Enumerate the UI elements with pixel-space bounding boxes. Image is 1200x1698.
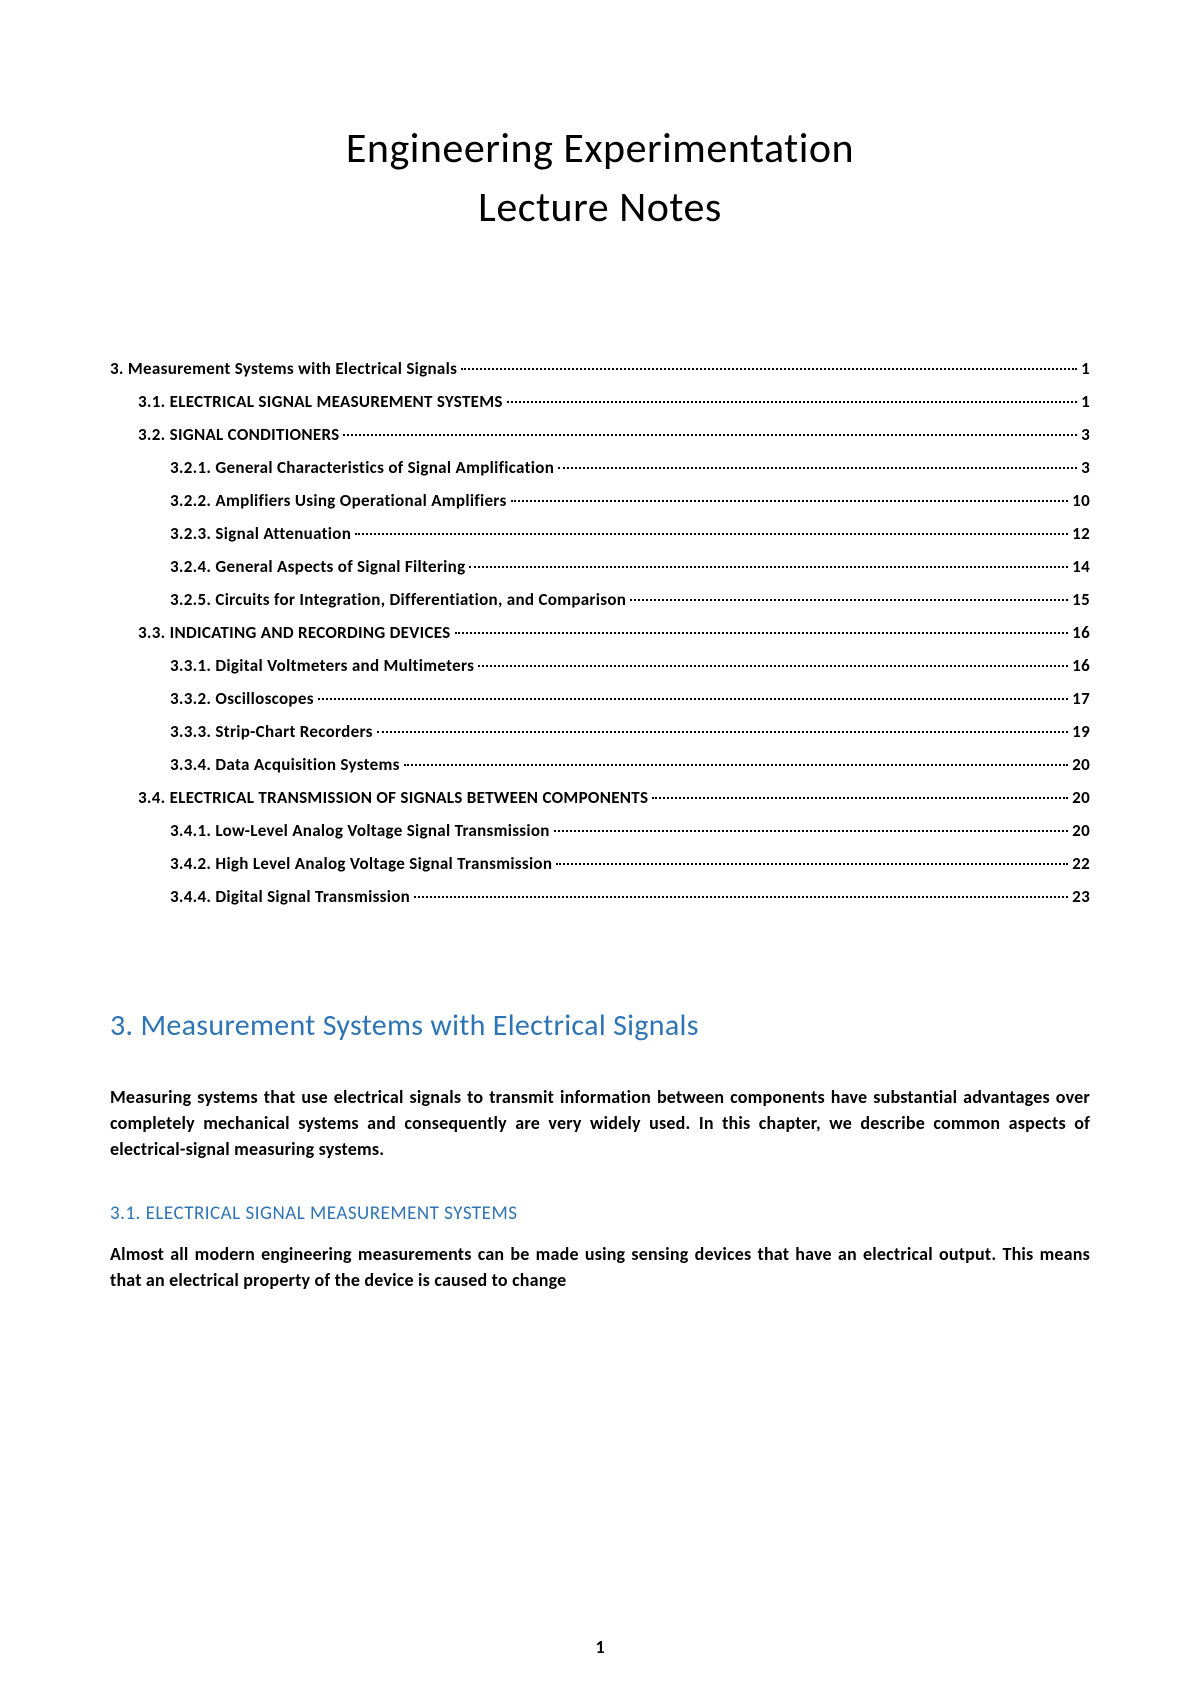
table-of-contents: 3. Measurement Systems with Electrical S… xyxy=(110,358,1090,907)
toc-entry[interactable]: 3.2.4. General Aspects of Signal Filteri… xyxy=(110,556,1090,577)
toc-entry[interactable]: 3.1. ELECTRICAL SIGNAL MEASUREMENT SYSTE… xyxy=(110,391,1090,412)
toc-label: 3. Measurement Systems with Electrical S… xyxy=(110,358,457,379)
toc-entry[interactable]: 3.2.3. Signal Attenuation 12 xyxy=(110,523,1090,544)
section-heading: 3. Measurement Systems with Electrical S… xyxy=(110,1007,1090,1044)
toc-leader-dots xyxy=(478,665,1068,667)
body-paragraph-2: Almost all modern engineering measuremen… xyxy=(110,1241,1090,1293)
toc-page-number: 17 xyxy=(1072,688,1090,709)
toc-label: 3.3.2. Oscilloscopes xyxy=(170,688,314,709)
toc-entry[interactable]: 3.2.2. Amplifiers Using Operational Ampl… xyxy=(110,490,1090,511)
title-line-1: Engineering Experimentation xyxy=(110,120,1090,179)
toc-label: 3.4.2. High Level Analog Voltage Signal … xyxy=(170,853,552,874)
toc-label: 3.3.3. Strip-Chart Recorders xyxy=(170,721,373,742)
toc-entry[interactable]: 3. Measurement Systems with Electrical S… xyxy=(110,358,1090,379)
toc-leader-dots xyxy=(455,632,1069,634)
toc-label: 3.2.2. Amplifiers Using Operational Ampl… xyxy=(170,490,507,511)
toc-label: 3.3.1. Digital Voltmeters and Multimeter… xyxy=(170,655,474,676)
toc-page-number: 12 xyxy=(1072,523,1090,544)
toc-leader-dots xyxy=(318,698,1068,700)
toc-page-number: 3 xyxy=(1081,457,1090,478)
toc-page-number: 20 xyxy=(1072,754,1090,775)
toc-page-number: 1 xyxy=(1081,358,1090,379)
toc-label: 3.2.4. General Aspects of Signal Filteri… xyxy=(170,556,465,577)
toc-label: 3.2.5. Circuits for Integration, Differe… xyxy=(170,589,626,610)
toc-page-number: 16 xyxy=(1072,622,1090,643)
toc-leader-dots xyxy=(507,401,1077,403)
toc-label: 3.4.1. Low-Level Analog Voltage Signal T… xyxy=(170,820,550,841)
page-number: 1 xyxy=(595,1636,604,1658)
toc-label: 3.1. ELECTRICAL SIGNAL MEASUREMENT SYSTE… xyxy=(138,391,503,412)
toc-page-number: 23 xyxy=(1072,886,1090,907)
toc-entry[interactable]: 3.2.5. Circuits for Integration, Differe… xyxy=(110,589,1090,610)
toc-entry[interactable]: 3.2. SIGNAL CONDITIONERS 3 xyxy=(110,424,1090,445)
toc-entry[interactable]: 3.4.4. Digital Signal Transmission 23 xyxy=(110,886,1090,907)
title-line-2: Lecture Notes xyxy=(110,179,1090,238)
toc-leader-dots xyxy=(404,764,1068,766)
toc-label: 3.3.4. Data Acquisition Systems xyxy=(170,754,400,775)
toc-entry[interactable]: 3.4.1. Low-Level Analog Voltage Signal T… xyxy=(110,820,1090,841)
document-title: Engineering Experimentation Lecture Note… xyxy=(110,120,1090,238)
subsection-heading: 3.1. ELECTRICAL SIGNAL MEASUREMENT SYSTE… xyxy=(110,1202,1090,1225)
toc-leader-dots xyxy=(414,896,1068,898)
toc-leader-dots xyxy=(343,434,1077,436)
toc-entry[interactable]: 3.3.1. Digital Voltmeters and Multimeter… xyxy=(110,655,1090,676)
toc-leader-dots xyxy=(554,830,1068,832)
toc-entry[interactable]: 3.3.3. Strip-Chart Recorders 19 xyxy=(110,721,1090,742)
toc-page-number: 14 xyxy=(1072,556,1090,577)
toc-leader-dots xyxy=(652,797,1068,799)
toc-label: 3.2.3. Signal Attenuation xyxy=(170,523,351,544)
toc-leader-dots xyxy=(556,863,1068,865)
toc-leader-dots xyxy=(630,599,1068,601)
toc-page-number: 1 xyxy=(1081,391,1090,412)
toc-page-number: 16 xyxy=(1072,655,1090,676)
toc-leader-dots xyxy=(355,533,1068,535)
toc-page-number: 22 xyxy=(1072,853,1090,874)
toc-label: 3.2. SIGNAL CONDITIONERS xyxy=(138,424,339,445)
toc-entry[interactable]: 3.3.4. Data Acquisition Systems 20 xyxy=(110,754,1090,775)
toc-label: 3.2.1. General Characteristics of Signal… xyxy=(170,457,554,478)
toc-leader-dots xyxy=(377,731,1068,733)
toc-leader-dots xyxy=(558,467,1077,469)
toc-page-number: 15 xyxy=(1072,589,1090,610)
toc-entry[interactable]: 3.4. ELECTRICAL TRANSMISSION OF SIGNALS … xyxy=(110,787,1090,808)
body-paragraph-1: Measuring systems that use electrical si… xyxy=(110,1084,1090,1162)
toc-page-number: 19 xyxy=(1072,721,1090,742)
toc-entry[interactable]: 3.3. INDICATING AND RECORDING DEVICES 16 xyxy=(110,622,1090,643)
toc-leader-dots xyxy=(469,566,1068,568)
toc-page-number: 3 xyxy=(1081,424,1090,445)
toc-page-number: 20 xyxy=(1072,820,1090,841)
toc-label: 3.4. ELECTRICAL TRANSMISSION OF SIGNALS … xyxy=(138,787,648,808)
toc-page-number: 10 xyxy=(1072,490,1090,511)
toc-entry[interactable]: 3.4.2. High Level Analog Voltage Signal … xyxy=(110,853,1090,874)
toc-entry[interactable]: 3.2.1. General Characteristics of Signal… xyxy=(110,457,1090,478)
toc-leader-dots xyxy=(461,368,1077,370)
toc-entry[interactable]: 3.3.2. Oscilloscopes 17 xyxy=(110,688,1090,709)
toc-label: 3.3. INDICATING AND RECORDING DEVICES xyxy=(138,622,451,643)
toc-page-number: 20 xyxy=(1072,787,1090,808)
toc-leader-dots xyxy=(511,500,1069,502)
toc-label: 3.4.4. Digital Signal Transmission xyxy=(170,886,410,907)
